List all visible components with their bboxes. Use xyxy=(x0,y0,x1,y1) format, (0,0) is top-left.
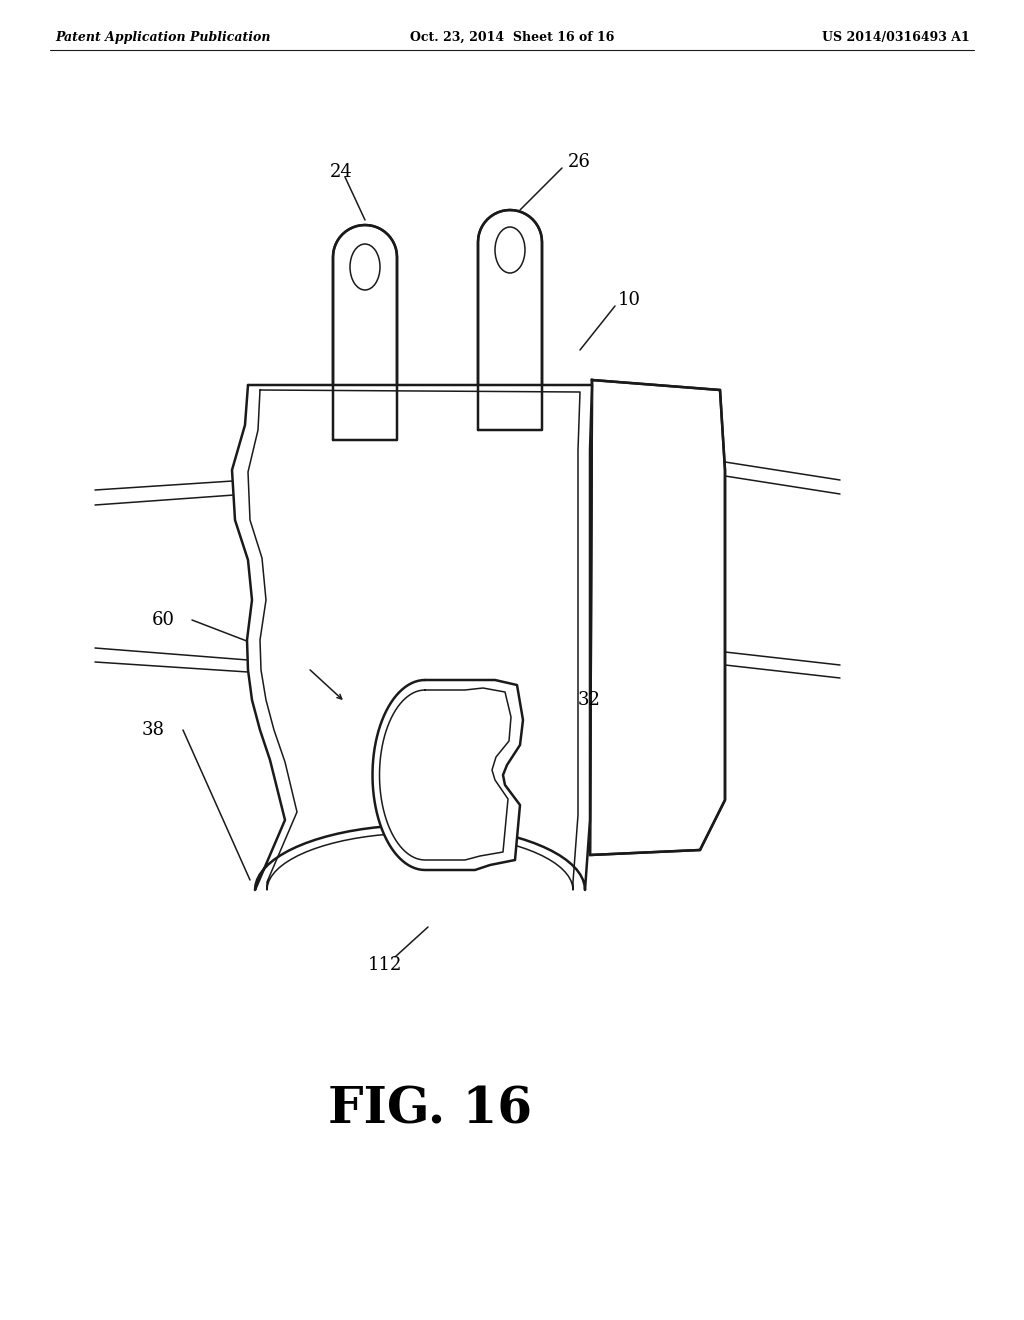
Ellipse shape xyxy=(350,244,380,290)
Text: FIG. 16: FIG. 16 xyxy=(328,1085,532,1134)
Text: 38: 38 xyxy=(142,721,165,739)
Text: 112: 112 xyxy=(368,956,402,974)
Text: 24: 24 xyxy=(330,162,352,181)
Polygon shape xyxy=(333,224,397,440)
Polygon shape xyxy=(373,680,523,870)
Polygon shape xyxy=(590,380,725,855)
Text: 60: 60 xyxy=(152,611,175,630)
Text: US 2014/0316493 A1: US 2014/0316493 A1 xyxy=(822,30,970,44)
Polygon shape xyxy=(232,385,592,890)
Polygon shape xyxy=(478,210,542,430)
Text: 26: 26 xyxy=(568,153,591,172)
Text: Oct. 23, 2014  Sheet 16 of 16: Oct. 23, 2014 Sheet 16 of 16 xyxy=(410,30,614,44)
Text: Patent Application Publication: Patent Application Publication xyxy=(55,30,270,44)
Text: 32: 32 xyxy=(578,690,601,709)
Ellipse shape xyxy=(495,227,525,273)
Text: 10: 10 xyxy=(618,290,641,309)
